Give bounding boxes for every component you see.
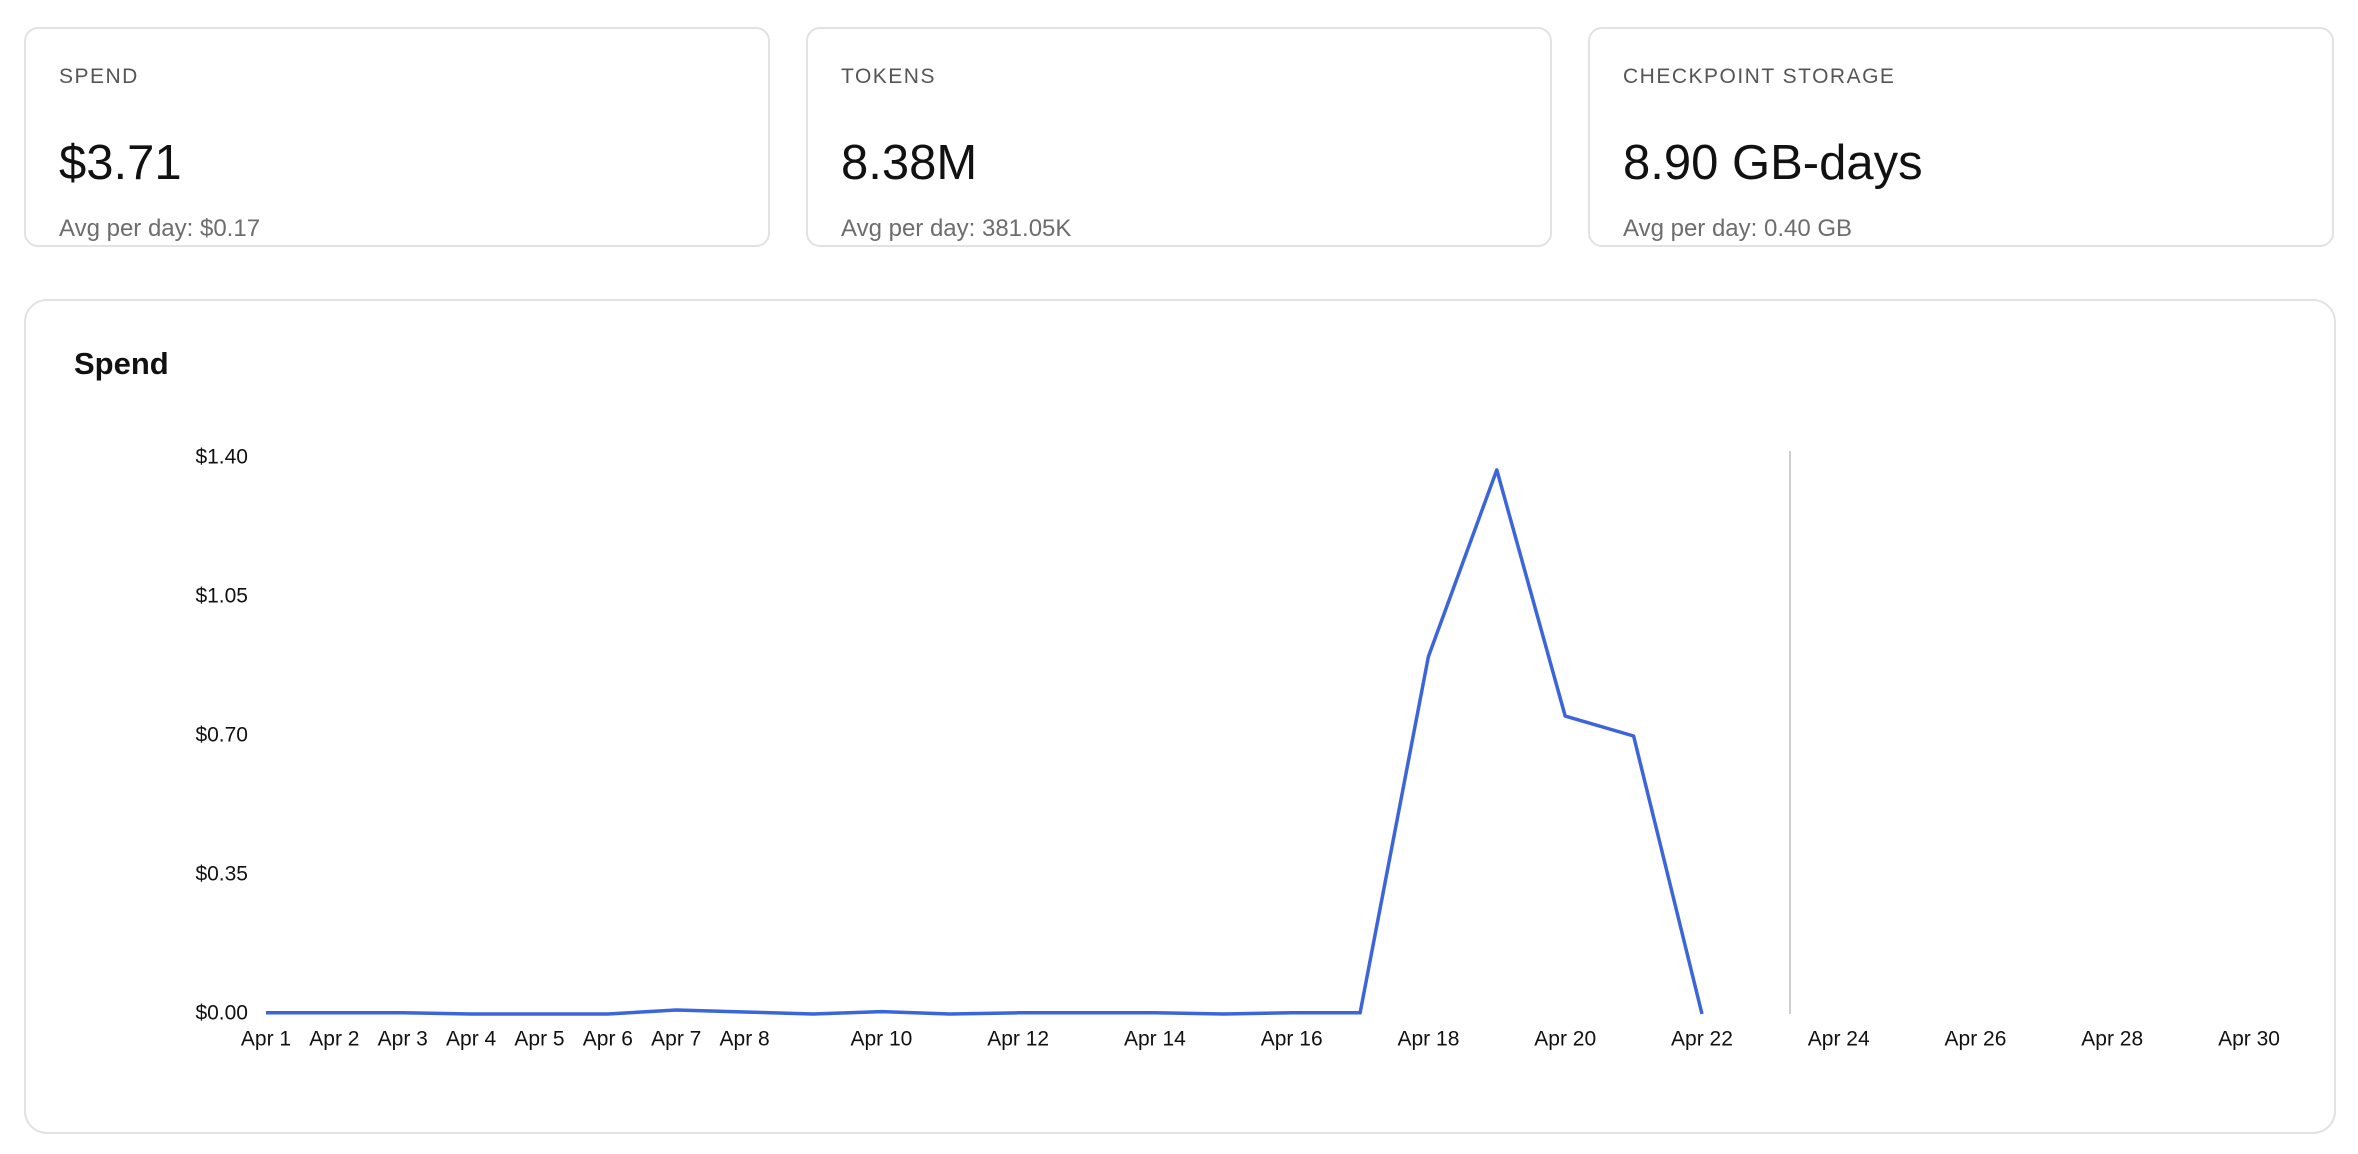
y-tick-label: $0.35 [195,863,248,886]
x-tick-label: Apr 10 [850,1028,912,1051]
y-tick-label: $0.70 [195,724,248,747]
tokens-card: TOKENS 8.38M Avg per day: 381.05K [806,27,1552,247]
card-sub: Avg per day: $0.17 [59,215,261,242]
x-tick-label: Apr 22 [1671,1028,1733,1051]
x-tick-label: Apr 20 [1534,1028,1596,1051]
x-tick-label: Apr 6 [583,1028,633,1051]
storage-card: CHECKPOINT STORAGE 8.90 GB-days Avg per … [1588,27,2334,247]
card-label: SPEND [59,65,139,88]
x-tick-label: Apr 26 [1945,1028,2007,1051]
spend-line [266,468,1704,1016]
card-label: CHECKPOINT STORAGE [1623,65,1896,88]
x-tick-label: Apr 4 [446,1028,497,1051]
x-tick-label: Apr 2 [309,1028,359,1051]
x-tick-label: Apr 16 [1261,1028,1323,1051]
spend-card: SPEND $3.71 Avg per day: $0.17 [24,27,770,247]
x-tick-label: Apr 12 [987,1028,1049,1051]
card-value: 8.38M [841,136,978,190]
y-tick-label: $0.00 [195,1002,248,1025]
x-tick-label: Apr 14 [1124,1028,1186,1051]
x-tick-label: Apr 30 [2218,1028,2280,1051]
card-value: 8.90 GB-days [1623,136,1923,190]
card-value: $3.71 [59,136,182,190]
card-sub: Avg per day: 0.40 GB [1623,215,1853,242]
x-tick-label: Apr 1 [241,1028,291,1051]
x-tick-label: Apr 18 [1398,1028,1460,1051]
x-tick-label: Apr 8 [720,1028,770,1051]
x-tick-label: Apr 28 [2081,1028,2143,1051]
chart-card [24,299,2336,1134]
card-sub: Avg per day: 381.05K [841,215,1072,242]
x-tick-label: Apr 7 [651,1028,701,1051]
y-tick-label: $1.40 [195,446,248,469]
y-tick-label: $1.05 [195,585,248,608]
x-tick-label: Apr 3 [378,1028,428,1051]
card-label: TOKENS [841,65,936,88]
chart-title: Spend [74,346,169,381]
x-tick-label: Apr 24 [1808,1028,1870,1051]
x-tick-label: Apr 5 [514,1028,564,1051]
